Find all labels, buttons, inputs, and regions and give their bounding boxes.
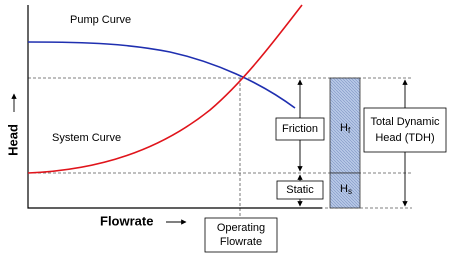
- friction-bar: [329, 77, 361, 174]
- tdh-box: [363, 107, 447, 153]
- y-axis-title: Head: [5, 124, 20, 156]
- system-curve: [27, 4, 303, 174]
- subscript: f: [348, 126, 351, 135]
- axes: [27, 5, 322, 209]
- static-label: Static: [286, 184, 314, 196]
- static-symbol: Hs: [340, 183, 352, 196]
- tdh-label: Head (TDH): [375, 132, 434, 144]
- symbol: H: [340, 122, 348, 134]
- static-bar: [329, 172, 361, 209]
- static-box: [276, 180, 324, 200]
- pump-curve-label: Pump Curve: [70, 14, 131, 26]
- subscript: s: [348, 187, 352, 196]
- x-axis-title: Flowrate: [100, 213, 153, 228]
- pump-curve: [27, 41, 296, 109]
- tdh-label: Total Dynamic: [370, 116, 440, 128]
- friction-label: Friction: [282, 123, 318, 135]
- symbol: H: [340, 183, 348, 195]
- operating-label: Flowrate: [220, 236, 262, 248]
- friction-box: [275, 117, 325, 141]
- operating-label: Operating: [217, 222, 265, 234]
- system-curve-label: System Curve: [52, 132, 121, 144]
- operating-box: [204, 217, 278, 253]
- friction-symbol: Hf: [340, 122, 351, 135]
